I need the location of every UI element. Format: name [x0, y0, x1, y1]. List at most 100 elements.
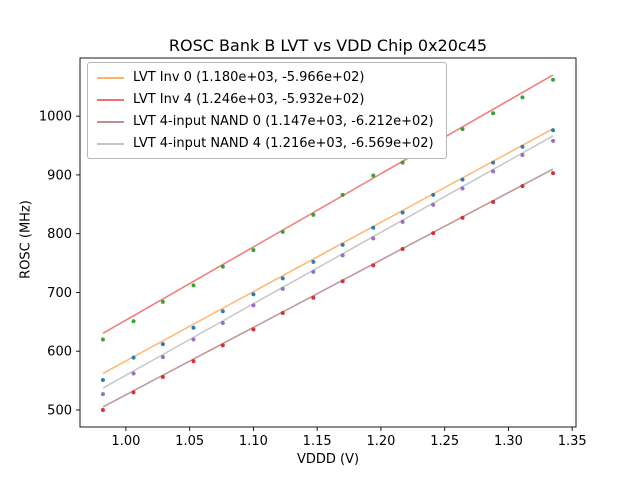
data-point [131, 319, 136, 324]
data-point [460, 127, 465, 132]
data-point [520, 184, 525, 189]
data-point [340, 279, 345, 284]
data-point [311, 269, 316, 274]
data-point [160, 375, 165, 380]
data-point [400, 246, 405, 251]
data-point [220, 343, 225, 348]
y-tick-label: 600 [47, 345, 72, 360]
data-point [131, 390, 136, 395]
data-point [280, 311, 285, 316]
data-point [520, 144, 525, 149]
x-tick-label: 1.00 [111, 434, 140, 449]
data-point [251, 292, 256, 297]
x-tick-label: 1.05 [175, 434, 204, 449]
data-point [460, 186, 465, 191]
plot-frame [79, 57, 577, 428]
data-point [431, 231, 436, 236]
y-tick-label: 500 [47, 403, 72, 418]
data-point [400, 160, 405, 165]
legend: LVT Inv 0 (1.180e+03, -5.966e+02) LVT In… [87, 62, 447, 159]
data-point [100, 392, 105, 397]
data-point [491, 199, 496, 204]
data-point [520, 152, 525, 157]
legend-line-sample [97, 142, 124, 145]
data-point [220, 309, 225, 314]
legend-line-sample [97, 76, 124, 79]
data-point [280, 229, 285, 234]
data-point [280, 276, 285, 281]
x-tick-label: 1.15 [303, 434, 332, 449]
data-point [131, 355, 136, 360]
data-point [251, 327, 256, 332]
data-point [491, 111, 496, 116]
data-point [100, 407, 105, 412]
data-point [551, 128, 556, 133]
fit-line [102, 135, 554, 389]
data-point [251, 303, 256, 308]
data-point [191, 325, 196, 330]
x-tick-label: 1.30 [494, 434, 523, 449]
data-point [311, 212, 316, 217]
legend-label: LVT 4-input NAND 0 (1.147e+03, -6.212e+0… [133, 114, 434, 129]
data-point [100, 337, 105, 342]
y-axis-label: ROSC (MHz) [18, 200, 34, 279]
legend-entry: LVT 4-input NAND 0 (1.147e+03, -6.212e+0… [97, 114, 434, 129]
data-point [431, 192, 436, 197]
data-point [400, 219, 405, 224]
legend-line-sample [97, 98, 124, 101]
data-point [160, 355, 165, 360]
data-point [551, 171, 556, 176]
data-point [100, 377, 105, 382]
x-tick-label: 1.20 [366, 434, 395, 449]
data-point [220, 320, 225, 325]
data-point [340, 242, 345, 247]
data-point [491, 160, 496, 165]
fit-line [102, 168, 554, 408]
data-point [371, 263, 376, 268]
data-point [160, 342, 165, 347]
legend-entry: LVT Inv 4 (1.246e+03, -5.932e+02) [97, 92, 434, 107]
data-point [220, 264, 225, 269]
data-point [340, 192, 345, 197]
data-point [551, 138, 556, 143]
fit-line [102, 127, 554, 375]
data-point [311, 259, 316, 264]
data-point [551, 77, 556, 82]
data-point [280, 286, 285, 291]
data-point [460, 215, 465, 220]
legend-label: LVT 4-input NAND 4 (1.216e+03, -6.569e+0… [133, 136, 434, 151]
legend-label: LVT Inv 0 (1.180e+03, -5.966e+02) [133, 70, 365, 85]
data-point [311, 295, 316, 300]
fit-line [102, 74, 554, 335]
y-tick-label: 700 [47, 286, 72, 301]
data-point [251, 248, 256, 253]
legend-label: LVT Inv 4 (1.246e+03, -5.932e+02) [133, 92, 365, 107]
data-point [191, 283, 196, 288]
data-point [371, 236, 376, 241]
legend-line-sample [97, 120, 124, 123]
y-tick-label: 1000 [39, 110, 72, 125]
data-point [371, 173, 376, 178]
data-point [491, 169, 496, 174]
data-point [191, 359, 196, 364]
x-axis-label: VDDD (V) [296, 452, 360, 467]
legend-entry: LVT Inv 0 (1.180e+03, -5.966e+02) [97, 70, 434, 85]
y-tick-label: 900 [47, 168, 72, 183]
data-point [191, 337, 196, 342]
data-point [340, 253, 345, 258]
x-tick-label: 1.10 [239, 434, 268, 449]
data-point [371, 225, 376, 230]
chart-title: ROSC Bank B LVT vs VDD Chip 0x20c45 [168, 36, 488, 55]
data-point [160, 299, 165, 304]
x-tick-label: 1.35 [558, 434, 587, 449]
legend-entry: LVT 4-input NAND 4 (1.216e+03, -6.569e+0… [97, 136, 434, 151]
data-point [400, 210, 405, 215]
y-tick-label: 800 [47, 227, 72, 242]
data-point [520, 95, 525, 100]
data-point [460, 177, 465, 182]
x-tick-label: 1.25 [430, 434, 459, 449]
data-point [431, 202, 436, 207]
data-point [131, 371, 136, 376]
